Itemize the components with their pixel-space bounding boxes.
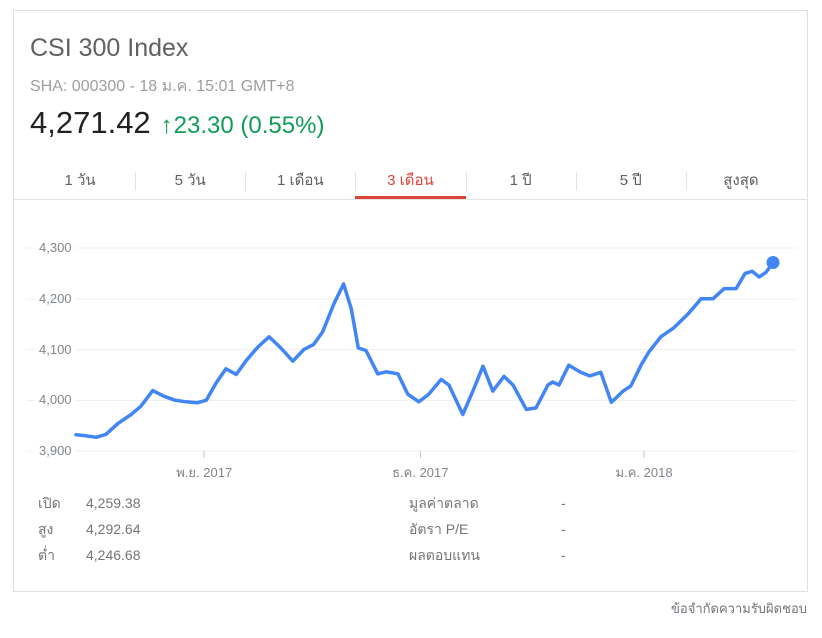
y-axis-label: 4,300 [35,240,76,255]
stat-label: สูง [38,521,54,537]
up-arrow-icon: ↑ [160,112,173,139]
stats-left-column: เปิด 4,259.38 สูง 4,292.64 ต่ำ 4,246.68 [38,490,141,568]
price-change: 23.30 (0.55%) [173,112,325,139]
x-axis-label: ธ.ค. 2017 [392,465,449,480]
stat-value: - [561,521,566,537]
stat-row: มูลค่าตลาด - [409,490,566,516]
tab-3m[interactable]: 3 เดือน [355,163,466,199]
price-chart: 4,300 4,200 4,100 4,000 3,900 พ.ย. 2017 ธ.ค. 2… [14,238,807,488]
y-axis-label: 3,900 [35,443,76,458]
price-row: 4,271.42 ↑ 23.30 (0.55%) [30,105,324,141]
stat-value: - [561,547,566,563]
range-tabs-row: 1 วัน 5 วัน 1 เดือน 3 เดือน 1 ปี 5 ปี สูงสุด [14,163,807,200]
tab-5d[interactable]: 5 วัน [135,163,245,199]
tab-1y[interactable]: 1 ปี [465,163,576,199]
x-axis-label: พ.ย. 2017 [176,465,233,480]
disclaimer-link[interactable]: ข้อจำกัดความรับผิดชอบ [671,601,807,616]
stat-value: 4,292.64 [86,521,141,537]
range-tabs: 1 วัน 5 วัน 1 เดือน 3 เดือน 1 ปี 5 ปี สูงสุด [25,163,796,199]
stat-value: 4,246.68 [86,547,141,563]
stats-right-column: มูลค่าตลาด - อัตรา P/E - ผลตอบแทน - [409,490,566,568]
stat-label: มูลค่าตลาด [409,495,479,511]
instrument-meta: SHA: 000300 - 18 ม.ค. 15:01 GMT+8 [30,78,295,95]
x-axis-label: ม.ค. 2018 [615,465,673,480]
stat-row: สูง 4,292.64 [38,516,141,542]
stat-value: 4,259.38 [86,495,141,511]
y-axis-label: 4,100 [35,341,76,357]
stat-row: เปิด 4,259.38 [38,490,141,516]
tab-5y[interactable]: 5 ปี [575,163,686,199]
tab-1m[interactable]: 1 เดือน [245,163,355,199]
last-price-dot [766,256,780,270]
stat-row: ผลตอบแทน - [409,542,566,568]
y-axis-label: 4,000 [35,392,76,408]
price-line [74,260,775,440]
y-axis-label: 4,200 [35,290,76,306]
stat-value: - [561,495,566,511]
instrument-title: CSI 300 Index [30,34,189,62]
stat-row: อัตรา P/E - [409,516,566,542]
stat-label: อัตรา P/E [409,521,469,537]
tab-1d[interactable]: 1 วัน [64,172,96,189]
stat-row: ต่ำ 4,246.68 [38,542,141,568]
chart-canvas [26,247,797,458]
stat-label: ต่ำ [38,547,55,563]
stat-label: ผลตอบแทน [409,547,480,563]
stat-label: เปิด [38,495,61,511]
current-price: 4,271.42 [30,105,151,140]
finance-card: CSI 300 Index SHA: 000300 - 18 ม.ค. 15:0… [13,10,808,592]
tab-max[interactable]: สูงสุด [685,163,796,199]
